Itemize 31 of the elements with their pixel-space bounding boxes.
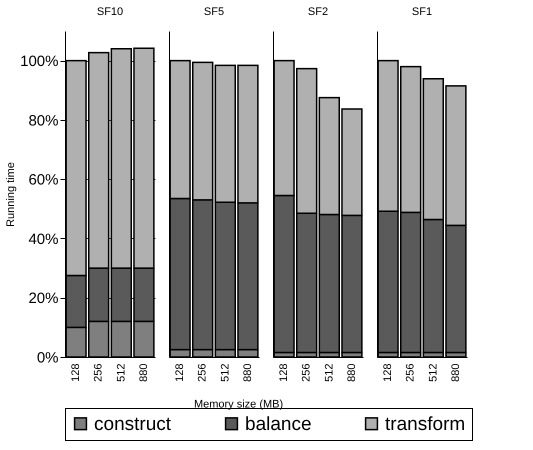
x-tick-label: 256 [196, 364, 209, 382]
chart-title: SF10 [96, 6, 124, 18]
x-tick-label: 128 [382, 364, 394, 382]
x-tick-label: 512 [323, 364, 336, 382]
x-tick-label: 512 [219, 364, 232, 382]
x-tick-label: 880 [138, 364, 150, 382]
y-tick-label: 80% [28, 112, 58, 130]
y-tick-label: 0% [36, 350, 58, 366]
y-tick-label: 100% [20, 53, 58, 70]
y-tick-label: 60% [28, 172, 58, 189]
x-tick-label: 256 [92, 364, 105, 382]
chart-title: SF2 [308, 6, 328, 18]
y-tick-label: 40% [28, 230, 58, 248]
y-tick-label: 20% [28, 290, 58, 308]
x-tick-label: 256 [300, 364, 313, 382]
legend-label: transform [385, 414, 466, 435]
x-tick-label: 128 [278, 364, 290, 382]
legend-label: balance [245, 414, 312, 435]
x-tick-label: 128 [70, 364, 82, 382]
x-tick-label: 512 [115, 364, 128, 382]
chart-title: SF5 [204, 6, 224, 18]
x-tick-label: 880 [346, 364, 358, 382]
x-tick-label: 256 [404, 364, 417, 382]
x-tick-label: 880 [450, 364, 462, 382]
x-tick-label: 128 [174, 364, 186, 382]
x-axis-title: Memory size (MB) [194, 398, 284, 410]
y-axis-title: Running time [5, 162, 18, 227]
legend-label: construct [94, 414, 172, 435]
x-tick-label: 880 [242, 364, 254, 382]
x-tick-label: 512 [427, 364, 440, 382]
chart-title: SF1 [412, 6, 432, 18]
